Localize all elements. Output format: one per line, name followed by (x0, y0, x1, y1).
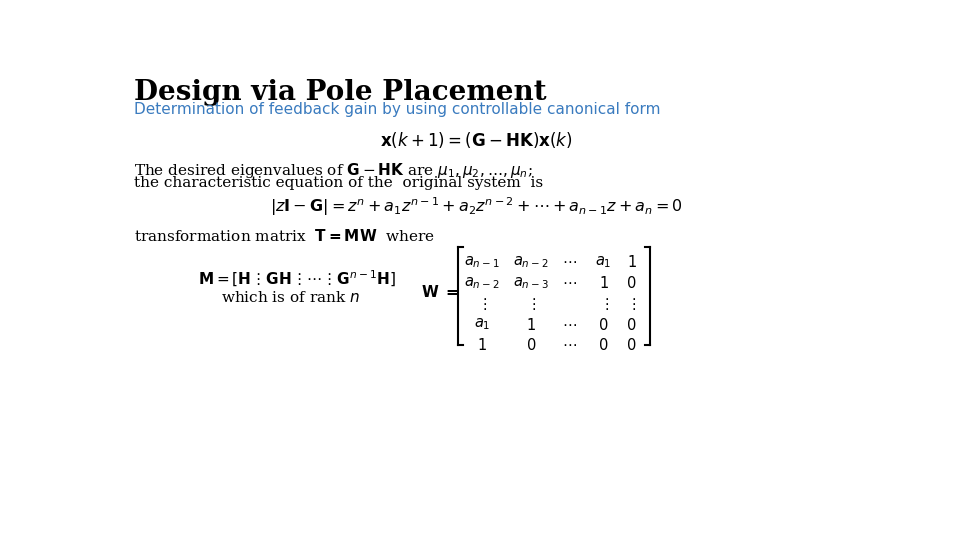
Text: $a_{n-1}$: $a_{n-1}$ (465, 254, 500, 270)
Text: $0$: $0$ (626, 316, 636, 333)
Text: $1$: $1$ (627, 254, 636, 270)
Text: $\cdots$: $\cdots$ (562, 275, 577, 289)
Text: $a_{n-3}$: $a_{n-3}$ (513, 275, 548, 291)
Text: $0$: $0$ (626, 338, 636, 353)
Text: $\vdots$: $\vdots$ (526, 296, 536, 312)
Text: $|z\mathbf{I} - \mathbf{G}| = z^n + a_1 z^{n-1} + a_2 z^{n-2} + \cdots + a_{n-1}: $|z\mathbf{I} - \mathbf{G}| = z^n + a_1 … (270, 195, 683, 218)
Text: the characteristic equation of the  original system  is: the characteristic equation of the origi… (134, 176, 543, 190)
Text: $\mathbf{W}$ $\mathbf{=}$: $\mathbf{W}$ $\mathbf{=}$ (420, 284, 459, 300)
Text: transformation matrix  $\mathbf{T = MW}$  where: transformation matrix $\mathbf{T = MW}$ … (134, 228, 435, 244)
Text: $0$: $0$ (598, 316, 609, 333)
Text: $\cdots$: $\cdots$ (562, 254, 577, 268)
Text: $\vdots$: $\vdots$ (599, 296, 609, 312)
Text: $1$: $1$ (526, 316, 536, 333)
Text: $a_1$: $a_1$ (595, 254, 612, 270)
Text: $\vdots$: $\vdots$ (627, 296, 636, 312)
Text: The desired eigenvalues of $\mathbf{G} - \mathbf{HK}$ are $\mu_1, \mu_2, \ldots,: The desired eigenvalues of $\mathbf{G} -… (134, 161, 533, 180)
Text: which is of rank $n$: which is of rank $n$ (221, 289, 360, 305)
Text: $0$: $0$ (598, 338, 609, 353)
Text: $\cdots$: $\cdots$ (562, 338, 577, 352)
Text: $\mathbf{M} = [\mathbf{H}\vdots\mathbf{GH}\vdots\cdots\vdots\mathbf{G}^{n-1}\mat: $\mathbf{M} = [\mathbf{H}\vdots\mathbf{G… (198, 269, 396, 289)
Text: $a_{n-2}$: $a_{n-2}$ (465, 275, 499, 291)
Text: $0$: $0$ (626, 275, 636, 291)
Text: $0$: $0$ (525, 338, 536, 353)
Text: Design via Pole Placement: Design via Pole Placement (134, 79, 546, 106)
Text: $\cdots$: $\cdots$ (562, 316, 577, 330)
Text: Determination of feedback gain by using controllable canonical form: Determination of feedback gain by using … (134, 102, 660, 117)
Text: $a_{n-2}$: $a_{n-2}$ (513, 254, 548, 270)
Text: $1$: $1$ (599, 275, 609, 291)
Text: $\vdots$: $\vdots$ (477, 296, 487, 312)
Text: $a_1$: $a_1$ (473, 316, 491, 332)
Text: $1$: $1$ (477, 338, 487, 353)
Text: $\mathbf{x}(k+1) = (\mathbf{G} - \mathbf{HK})\mathbf{x}(k)$: $\mathbf{x}(k+1) = (\mathbf{G} - \mathbf… (380, 130, 573, 150)
